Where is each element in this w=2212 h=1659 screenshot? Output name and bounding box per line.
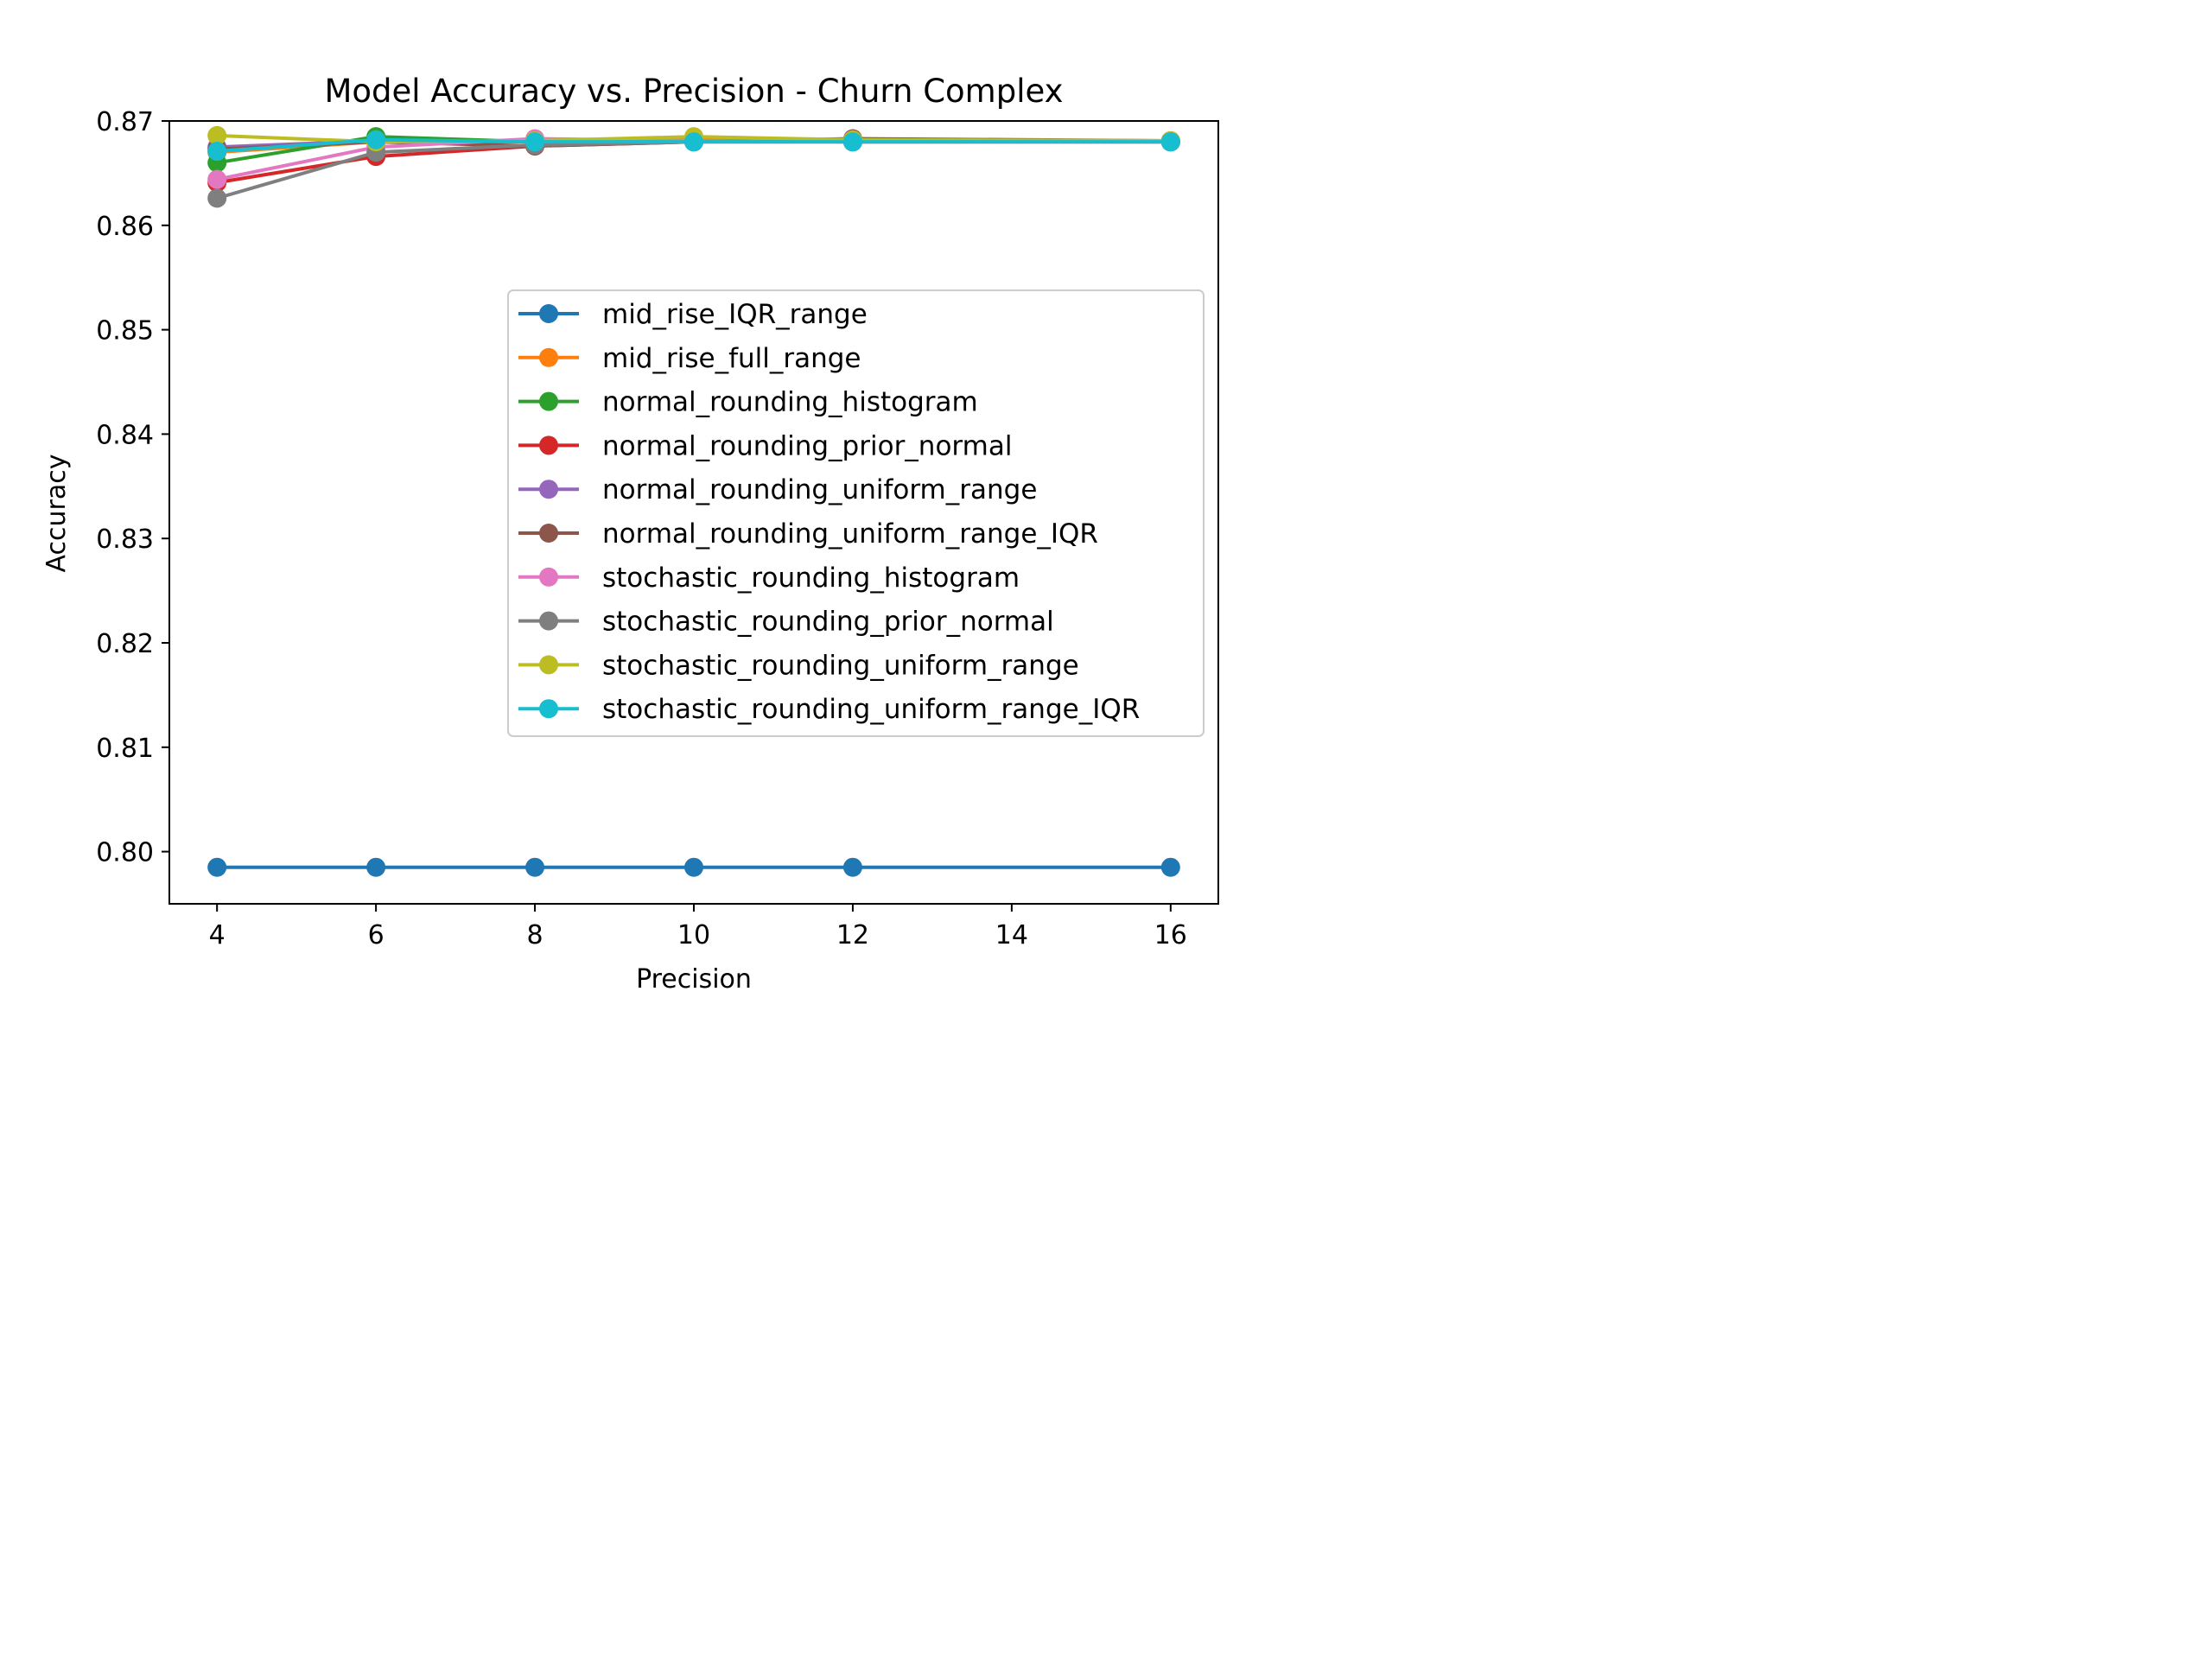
data-point (366, 857, 386, 877)
data-point (525, 857, 545, 877)
x-axis-label: Precision (636, 964, 752, 995)
data-point (207, 142, 227, 162)
data-point (525, 132, 545, 152)
legend-item: mid_rise_IQR_range (518, 299, 868, 330)
legend-item: normal_rounding_uniform_range_IQR (518, 518, 1098, 550)
series-mid_rise_IQR_range (207, 857, 1180, 877)
y-tick-label: 0.86 (96, 212, 154, 242)
legend-item: stochastic_rounding_uniform_range_IQR (518, 694, 1140, 725)
legend-marker (539, 480, 558, 499)
legend-label: mid_rise_IQR_range (602, 299, 868, 330)
data-point (842, 857, 862, 877)
series-layer (207, 125, 1180, 877)
legend-label: normal_rounding_uniform_range (602, 474, 1037, 505)
x-tick-label: 14 (995, 920, 1028, 950)
legend-label: stochastic_rounding_uniform_range_IQR (602, 694, 1140, 725)
legend-item: mid_rise_full_range (518, 343, 861, 374)
legend-label: mid_rise_full_range (602, 343, 861, 374)
data-point (684, 132, 703, 152)
legend: mid_rise_IQR_range mid_rise_full_rangenor… (507, 289, 1205, 737)
legend-label: normal_rounding_prior_normal (602, 430, 1012, 461)
legend-marker (539, 699, 558, 719)
legend-label: normal_rounding_histogram (602, 387, 978, 418)
legend-marker (539, 304, 558, 323)
x-tick-label: 10 (677, 920, 710, 950)
legend-marker (539, 611, 558, 631)
x-tick-label: 16 (1154, 920, 1187, 950)
legend-marker (539, 567, 558, 587)
x-axis-ticks: 4 6 8 10 12 14 16 (209, 904, 1187, 950)
legend-marker (539, 655, 558, 675)
legend-marker (539, 347, 558, 367)
line-chart: Model Accuracy vs. Precision - Churn Com… (0, 0, 1348, 1011)
legend-label: stochastic_rounding_uniform_range (602, 650, 1079, 681)
legend-label: stochastic_rounding_prior_normal (602, 607, 1054, 638)
chart-figure: Model Accuracy vs. Precision - Churn Com… (0, 0, 1348, 1011)
legend-label: stochastic_rounding_histogram (602, 563, 1020, 594)
data-point (207, 169, 227, 189)
legend-item: normal_rounding_prior_normal (518, 430, 1012, 461)
legend-marker (539, 524, 558, 543)
x-tick-label: 8 (527, 920, 543, 950)
data-point (207, 125, 227, 145)
x-tick-label: 6 (368, 920, 385, 950)
chart-title: Model Accuracy vs. Precision - Churn Com… (325, 73, 1064, 110)
data-point (842, 132, 862, 152)
legend-item: stochastic_rounding_uniform_range (518, 650, 1079, 681)
x-tick-label: 4 (209, 920, 226, 950)
data-point (1160, 857, 1180, 877)
data-point (684, 857, 703, 877)
data-point (207, 857, 227, 877)
series-line (217, 137, 1171, 154)
y-tick-label: 0.81 (96, 734, 154, 764)
legend-item: stochastic_rounding_prior_normal (518, 607, 1054, 638)
legend-marker (539, 435, 558, 455)
legend-item: normal_rounding_histogram (518, 387, 978, 418)
data-point (366, 130, 386, 149)
y-tick-label: 0.85 (96, 316, 154, 346)
y-axis-ticks: 0.80 0.81 0.82 0.83 0.84 0.85 0.86 0.87 (96, 107, 169, 868)
series-stochastic_rounding_uniform_range_IQR (207, 130, 1180, 162)
y-tick-label: 0.84 (96, 420, 154, 450)
legend-box (507, 289, 1205, 737)
y-tick-label: 0.83 (96, 524, 154, 555)
y-tick-label: 0.82 (96, 629, 154, 659)
legend-label: normal_rounding_uniform_range_IQR (602, 518, 1098, 550)
data-point (207, 188, 227, 208)
x-tick-label: 12 (836, 920, 869, 950)
y-tick-label: 0.80 (96, 838, 154, 868)
y-tick-label: 0.87 (96, 107, 154, 137)
y-axis-label: Accuracy (41, 454, 72, 573)
legend-item: stochastic_rounding_histogram (518, 563, 1020, 594)
legend-marker (539, 391, 558, 411)
plot-area-frame (168, 120, 1219, 905)
legend-item: normal_rounding_uniform_range (518, 474, 1037, 505)
data-point (1160, 132, 1180, 152)
